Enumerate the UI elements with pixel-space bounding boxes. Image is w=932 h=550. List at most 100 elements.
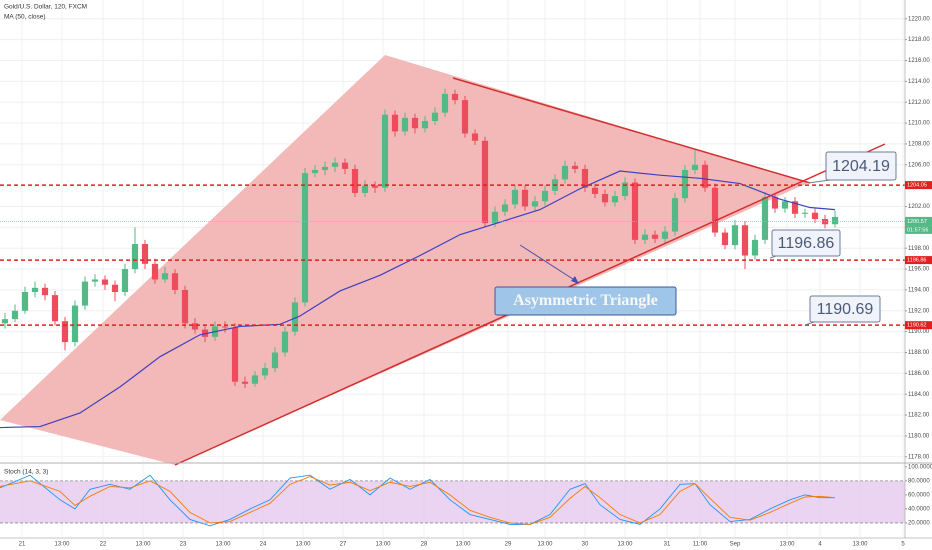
y-tick-label: 1182.00: [908, 413, 930, 419]
callout-box: [809, 295, 881, 323]
candle-body: [161, 273, 169, 280]
x-tick-label: 13:00: [295, 542, 311, 548]
annotation-box: [494, 286, 677, 316]
candle-body: [301, 173, 309, 303]
x-tick-label: 24: [260, 542, 267, 548]
y-tick-label: 1208.00: [908, 141, 930, 147]
candle-body: [791, 201, 799, 214]
candle-body: [11, 310, 19, 320]
candle-body: [621, 182, 629, 197]
x-tick-label: 4: [818, 542, 822, 548]
candle-body: [281, 331, 289, 353]
candle-body: [371, 185, 379, 188]
candle-body: [151, 263, 159, 280]
arrow-line: [519, 244, 577, 282]
x-tick-label: 13:00: [852, 542, 868, 548]
candle-body: [691, 164, 699, 170]
candle-body: [681, 169, 689, 199]
y-tick-label: 1214.00: [908, 79, 930, 85]
x-tick-label: 13:00: [375, 542, 391, 548]
chart-title: Gold/U.S. Dollar, 120, FXCM: [4, 4, 87, 11]
callout-box: [825, 151, 897, 181]
y-tick-label: 1180.00: [908, 434, 930, 440]
level-tag: [905, 181, 932, 190]
y-tick-label: 1178.00: [908, 454, 930, 460]
candle-body: [241, 381, 249, 384]
candle-body: [501, 204, 509, 212]
x-tick-label: 31: [664, 542, 671, 548]
annotation-text: Asymmetric Triangle: [513, 292, 658, 309]
series: [0, 88, 839, 527]
candle-body: [131, 244, 139, 270]
x-tick-label: 13:00: [779, 542, 795, 548]
y-tick-label: 40.0000: [908, 507, 930, 513]
stoch-line: [0, 476, 836, 525]
candle-body: [521, 189, 529, 207]
y-tick-label: 1202.00: [908, 204, 930, 210]
candle-body: [171, 273, 179, 290]
current-price-tag: [905, 216, 932, 226]
callout-label: 1190.69: [817, 301, 874, 318]
candle-body: [191, 323, 199, 330]
x-tick-label: 30: [582, 542, 589, 548]
overlays: Asymmetric Triangle 1204.19 1196.86 1190.6…: [0, 77, 905, 466]
y-tick-label: 1194.00: [908, 288, 930, 294]
candle-body: [351, 168, 359, 193]
candle-body: [411, 117, 419, 129]
candle-body: [401, 117, 409, 132]
candle-body: [561, 165, 569, 180]
y-tick-label: 100.0000: [908, 464, 932, 470]
candle-body: [771, 197, 779, 209]
callout-label: 1196.86: [778, 235, 835, 252]
candle-body: [831, 216, 839, 225]
countdown-label: 01:57:56: [907, 227, 928, 233]
level-tag: [905, 256, 932, 265]
candle-body: [291, 302, 299, 332]
candle-body: [271, 352, 279, 369]
candle-body: [331, 162, 339, 167]
y-tick-label: 1206.00: [908, 162, 930, 168]
candle-body: [71, 305, 79, 343]
x-tick-label: 23: [180, 542, 187, 548]
candle-body: [441, 93, 449, 113]
candle-body: [581, 168, 589, 188]
x-tick-label: 11:00: [693, 542, 708, 548]
candle-body: [701, 164, 709, 188]
candle-body: [381, 114, 389, 188]
y-tick-label: 1210.00: [908, 121, 930, 127]
candle-body: [261, 368, 269, 376]
candle-body: [761, 197, 769, 240]
callout-pointer: [807, 179, 831, 184]
candle-body: [711, 187, 719, 233]
candle-body: [731, 225, 739, 246]
level-tag: [905, 321, 932, 330]
candle-body: [451, 93, 459, 101]
y-tick-label: 1192.00: [908, 308, 930, 314]
triangle-shading: [0, 55, 808, 465]
y-tick-label: 1220.00: [908, 16, 930, 22]
x-tick-label: 13:00: [455, 542, 471, 548]
candle-body: [421, 120, 429, 129]
candle-body: [221, 326, 229, 328]
level-tag-label: 1190.62: [907, 323, 926, 329]
candle-body: [91, 279, 99, 282]
x-tick-label: 13:00: [135, 542, 151, 548]
candle-body: [21, 292, 29, 311]
y-tick-label: 1196.00: [908, 267, 930, 273]
moving-average: [0, 170, 836, 429]
x-tick-label: 29: [505, 542, 512, 548]
candle-body: [391, 114, 399, 132]
y-tick-label: 1188.00: [908, 350, 930, 356]
candle-body: [531, 201, 539, 207]
candle-body: [81, 281, 89, 306]
y-tick-label: 1218.00: [908, 37, 930, 43]
level-tag-label: 1204.05: [907, 183, 927, 189]
callout-box: [771, 229, 841, 257]
y-tick-label: 20.0000: [908, 521, 930, 527]
candle-body: [251, 375, 259, 384]
candle-body: [741, 225, 749, 256]
x-tick-label: 13:00: [537, 542, 553, 548]
y-tick-label: 1198.00: [908, 246, 930, 252]
x-tick-label: 28: [421, 542, 428, 548]
